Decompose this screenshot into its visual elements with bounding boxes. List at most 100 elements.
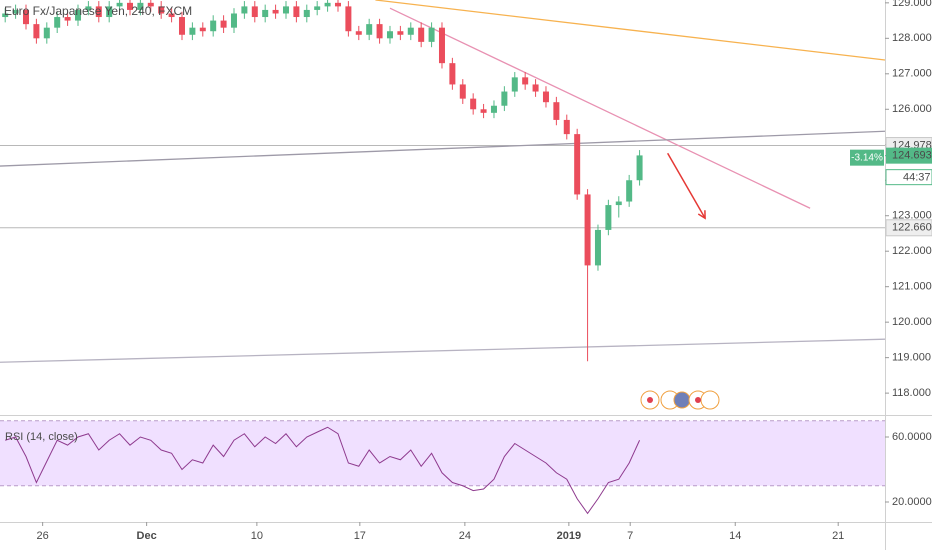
x-tick-label: 24 — [459, 530, 471, 542]
y-tick-label: 129.000 — [892, 0, 932, 9]
candle-body — [334, 2, 341, 7]
candle-body — [532, 84, 539, 92]
candle-body — [293, 6, 300, 18]
icon — [695, 397, 701, 403]
price-axis — [885, 0, 932, 550]
candle-body — [584, 194, 591, 266]
y-tick-label: 126.000 — [892, 103, 932, 115]
candle-body — [501, 91, 508, 106]
candle-body — [438, 27, 445, 64]
icon — [647, 397, 653, 403]
trend-line — [0, 338, 886, 363]
chart-title: Euro Fx/Japanese Yen, 240, FXCM — [4, 4, 192, 18]
candle-body — [2, 13, 9, 18]
candle-body — [605, 205, 612, 230]
candle-body — [397, 31, 404, 35]
candle-body — [230, 13, 237, 28]
y-tick-label: 128.000 — [892, 32, 932, 44]
countdown-box — [885, 169, 932, 186]
candle-body — [636, 155, 643, 181]
candle-body — [54, 17, 61, 28]
icon — [700, 390, 720, 410]
candle-body — [262, 9, 269, 18]
x-tick-label: 7 — [627, 530, 633, 542]
candle-body — [116, 2, 123, 7]
candle-body — [449, 63, 456, 85]
change-label: -3.14% — [851, 152, 883, 163]
candle-body — [210, 20, 217, 32]
countdown-label: 44:37 — [903, 172, 931, 184]
candle-body — [376, 24, 383, 39]
y-tick-label: 20.0000 — [892, 496, 932, 508]
x-tick-label: 10 — [251, 530, 263, 542]
candle-body — [459, 84, 466, 99]
last-price-label: 124.693 — [892, 150, 932, 162]
candle-body — [147, 2, 154, 7]
candle-body — [178, 17, 185, 35]
candle-body — [85, 6, 92, 10]
arrow — [667, 152, 706, 219]
candle-body — [522, 77, 529, 85]
candle-body — [220, 20, 227, 28]
candle-body — [251, 6, 258, 18]
candle-body — [303, 9, 310, 18]
candle-body — [324, 2, 331, 7]
rsi-title: RSI (14, close) — [5, 431, 78, 443]
candle-body — [574, 134, 581, 195]
candle-body — [282, 6, 289, 14]
x-tick-label: 14 — [729, 530, 741, 542]
candle-body — [199, 27, 206, 32]
rsi-band — [0, 420, 885, 486]
x-tick-label: 26 — [37, 530, 49, 542]
x-tick-label: 2019 — [557, 530, 581, 542]
candle-body — [470, 98, 477, 110]
candle-body — [33, 24, 40, 39]
candle-body — [366, 24, 373, 35]
candle-body — [95, 6, 102, 18]
candle-body — [563, 119, 570, 135]
plot-layer — [0, 0, 886, 515]
y-tick-label: 127.000 — [892, 68, 932, 80]
event-icons — [640, 390, 720, 410]
y-tick-label: 60.0000 — [892, 431, 932, 443]
y-tick-label: 123.000 — [892, 210, 932, 222]
rsi-line — [5, 426, 641, 515]
candle-body — [480, 109, 487, 113]
arrow-head — [697, 210, 706, 220]
candle-body — [22, 9, 29, 25]
trend-line — [389, 7, 811, 209]
candle-body — [74, 9, 81, 21]
candle-body — [418, 27, 425, 42]
x-tick-label: 17 — [354, 530, 366, 542]
candle-body — [241, 6, 248, 14]
candle-body — [490, 105, 497, 113]
price-label: 122.660 — [892, 222, 932, 234]
trend-line — [0, 130, 886, 167]
candle-body — [553, 102, 560, 120]
y-tick-label: 120.000 — [892, 316, 932, 328]
price-label-box — [885, 219, 932, 237]
y-tick-label: 119.000 — [892, 352, 931, 364]
x-tick-label: Dec — [137, 530, 157, 542]
y-tick-label: 118.000 — [892, 387, 931, 399]
candle-body — [594, 229, 601, 266]
candle-body — [126, 2, 133, 10]
candle-body — [615, 201, 622, 206]
candle-body — [106, 6, 113, 18]
candle-body — [12, 9, 19, 14]
candle-body — [542, 91, 549, 103]
candle-body — [64, 17, 71, 21]
candle-body — [407, 27, 414, 35]
y-tick-label: 122.000 — [892, 245, 932, 257]
change-box — [850, 149, 884, 166]
icon — [673, 391, 691, 409]
candle-body — [314, 6, 321, 10]
trend-line — [375, 0, 886, 61]
candle-body — [355, 31, 362, 35]
candle-body — [626, 180, 633, 202]
candle-body — [272, 9, 279, 14]
y-tick-label: 121.000 — [892, 281, 932, 293]
candle-body — [386, 31, 393, 39]
last-price-box — [886, 147, 932, 164]
